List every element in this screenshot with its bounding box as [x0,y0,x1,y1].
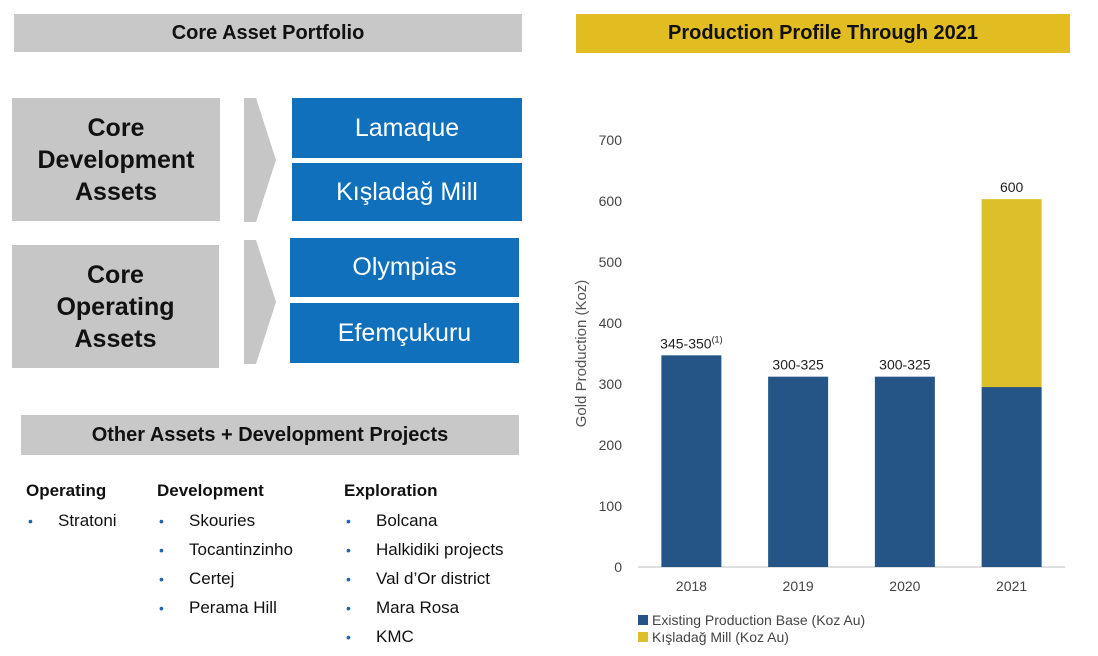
core-development-label: Core Development Assets [12,98,220,221]
bar-existing-production [661,355,722,567]
list-item-label: Perama Hill [189,598,277,617]
bar-existing-production [874,376,935,567]
y-axis-label: Gold Production (Koz) [573,280,590,428]
legend-swatch [638,631,648,642]
list-item: • Perama Hill [157,598,293,627]
list-item-label: Mara Rosa [376,598,460,617]
bullet-icon: • [159,542,164,558]
portfolio-header: Core Asset Portfolio [14,14,522,52]
list-item-label: Bolcana [376,511,438,530]
chevron-right-icon [244,240,276,364]
core-operating-label: Core Operating Assets [12,245,219,368]
legend-item-kisladag: Kışladağ Mill (Koz Au) [638,628,865,645]
bullet-icon: • [159,513,164,529]
list-item-label: Stratoni [58,511,117,530]
column-title: Exploration [344,481,438,500]
legend-item-existing: Existing Production Base (Koz Au) [638,611,865,628]
list-item-label: Tocantinzinho [189,540,293,559]
y-tick-label: 400 [599,315,623,331]
asset-efemcukuru: Efemçukuru [290,303,519,363]
bar-existing-production [981,387,1042,567]
x-tick-label: 2018 [676,578,707,594]
bullet-icon: • [159,600,164,616]
bullet-icon: • [346,571,351,587]
list-item-label: Skouries [189,511,256,530]
column-title: Development [157,481,264,500]
list-item: • Mara Rosa [344,598,504,627]
x-tick-label: 2019 [783,578,814,594]
data-label: 600 [1000,179,1024,195]
asset-lamaque: Lamaque [292,98,522,158]
list-item: • Skouries [157,511,293,540]
label-line: Core [87,260,144,289]
list-item: • Tocantinzinho [157,540,293,569]
x-tick-label: 2020 [889,578,920,594]
y-tick-label: 700 [599,132,623,148]
bar-kisladag-mill [981,199,1042,388]
list-item: • Certej [157,569,293,598]
bar-existing-production [768,376,829,567]
production-chart: 0 100 200 300 400 500 600 700 Gold Production (K… [573,132,1065,594]
label-line: Core [87,113,145,142]
list-item-label: Certej [189,569,235,588]
exploration-column: Exploration • Bolcana • Halkidiki projects… [344,481,504,656]
y-tick-label: 100 [599,498,623,514]
bullet-icon: • [159,571,164,587]
y-tick-label: 600 [599,193,623,209]
bullet-icon: • [346,600,351,616]
label-line: Assets [74,177,157,206]
list-item-label: Val d’Or district [376,569,490,588]
chart-legend: Existing Production Base (Koz Au) Kışlad… [638,611,865,645]
list-item-label: Halkidiki projects [376,540,504,559]
list-item: • Val d’Or district [344,569,504,598]
data-label: 345-350(1) [660,334,722,351]
asset-kisladag-mill: Kışladağ Mill [292,163,522,221]
data-label: 300-325 [879,357,931,373]
legend-label: Existing Production Base (Koz Au) [652,611,866,628]
legend-label: Kışladağ Mill (Koz Au) [652,628,789,645]
list-item: • Halkidiki projects [344,540,504,569]
asset-olympias: Olympias [290,238,519,297]
column-title: Operating [26,481,107,500]
bullet-icon: • [28,513,33,529]
list-item: • Bolcana [344,511,504,540]
footnote-marker: (1) [712,334,723,344]
development-column: Development • Skouries • Tocantinzinho • Ce… [157,481,293,627]
list-item-label: KMC [376,627,414,646]
label-line: Operating [56,292,175,321]
data-label: 300-325 [772,357,824,373]
x-tick-label: 2021 [996,578,1027,594]
bullet-icon: • [346,542,351,558]
legend-swatch [638,614,648,625]
list-item: • KMC [344,627,504,656]
y-tick-label: 0 [614,559,622,575]
operating-column: Operating • Stratoni [26,481,117,540]
other-assets-header: Other Assets + Development Projects [21,415,519,455]
y-tick-label: 500 [599,254,623,270]
y-tick-label: 300 [599,376,623,392]
chevron-right-icon [244,98,276,222]
chart-title: Production Profile Through 2021 [576,14,1070,53]
label-line: Assets [74,324,157,353]
bullet-icon: • [346,629,351,645]
y-tick-label: 200 [599,437,623,453]
label-line: Development [37,145,195,174]
bullet-icon: • [346,513,351,529]
list-item: • Stratoni [26,511,117,540]
